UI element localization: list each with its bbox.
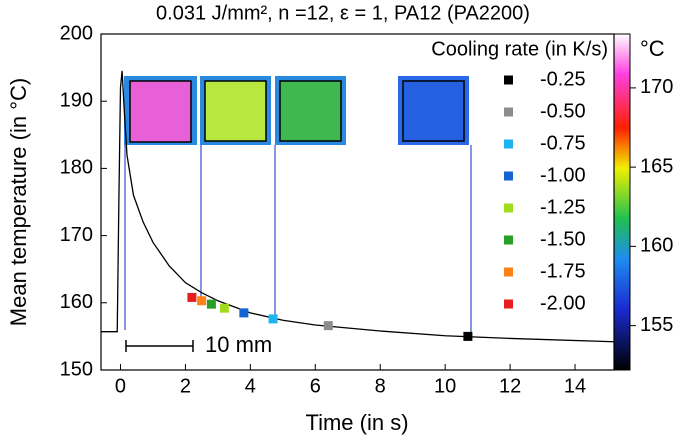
legend-swatch bbox=[504, 299, 513, 309]
x-tick-label: 0 bbox=[115, 375, 126, 397]
legend-swatch bbox=[504, 267, 513, 277]
x-tick-label: 10 bbox=[434, 375, 456, 397]
y-tick-label: 200 bbox=[60, 22, 93, 44]
x-axis-label: Time (in s) bbox=[305, 410, 408, 435]
legend-swatch bbox=[504, 107, 513, 117]
legend-label: -2.00 bbox=[540, 292, 586, 314]
plot-frame bbox=[100, 33, 615, 371]
colorbar-tick-label: 155 bbox=[640, 314, 673, 336]
x-tick-label: 8 bbox=[375, 375, 386, 397]
legend-swatch bbox=[504, 171, 513, 181]
data-point bbox=[187, 292, 197, 302]
y-tick-label: 180 bbox=[60, 157, 93, 179]
y-tick-label: 190 bbox=[60, 89, 93, 111]
data-point bbox=[239, 308, 249, 318]
data-point bbox=[323, 321, 333, 331]
data-line bbox=[101, 70, 615, 343]
legend-swatch bbox=[504, 139, 513, 149]
chart-title: 0.031 J/mm², n =12, ε = 1, PA12 (PA2200) bbox=[156, 2, 530, 24]
legend-swatch bbox=[504, 75, 513, 85]
x-tick-label: 2 bbox=[180, 375, 191, 397]
legend-title: Cooling rate (in K/s) bbox=[431, 38, 608, 60]
legend-label: -1.00 bbox=[540, 164, 586, 186]
thermal-images bbox=[124, 76, 472, 335]
legend-swatch bbox=[504, 203, 513, 213]
data-point bbox=[197, 296, 207, 306]
legend-label: -1.25 bbox=[540, 196, 586, 218]
colorbar-tick-label: 170 bbox=[640, 76, 673, 98]
scale-bar bbox=[125, 340, 194, 352]
colorbar-tick-label: 160 bbox=[640, 235, 673, 257]
data-point bbox=[206, 299, 216, 309]
scale-bar-label: 10 mm bbox=[205, 332, 272, 357]
x-tick-label: 6 bbox=[310, 375, 321, 397]
legend-label: -0.50 bbox=[540, 100, 586, 122]
y-tick-label: 170 bbox=[60, 224, 93, 246]
y-axis-label: Mean temperature (in °C) bbox=[6, 78, 31, 326]
x-tick-label: 12 bbox=[499, 375, 521, 397]
data-point bbox=[268, 314, 278, 324]
legend-label: -0.75 bbox=[540, 132, 586, 154]
legend-label: -1.75 bbox=[540, 260, 586, 282]
data-point bbox=[219, 303, 229, 313]
x-tick-label: 4 bbox=[245, 375, 256, 397]
y-tick-label: 160 bbox=[60, 291, 93, 313]
legend-swatch bbox=[504, 235, 513, 245]
colorbar bbox=[613, 33, 631, 371]
legend-label: -1.50 bbox=[540, 228, 586, 250]
x-tick-label: 14 bbox=[564, 375, 586, 397]
data-point bbox=[463, 331, 473, 341]
colorbar-label: °C bbox=[640, 36, 665, 61]
colorbar-tick-label: 165 bbox=[640, 155, 673, 177]
y-tick-label: 150 bbox=[60, 358, 93, 380]
legend-label: -0.25 bbox=[540, 68, 586, 90]
